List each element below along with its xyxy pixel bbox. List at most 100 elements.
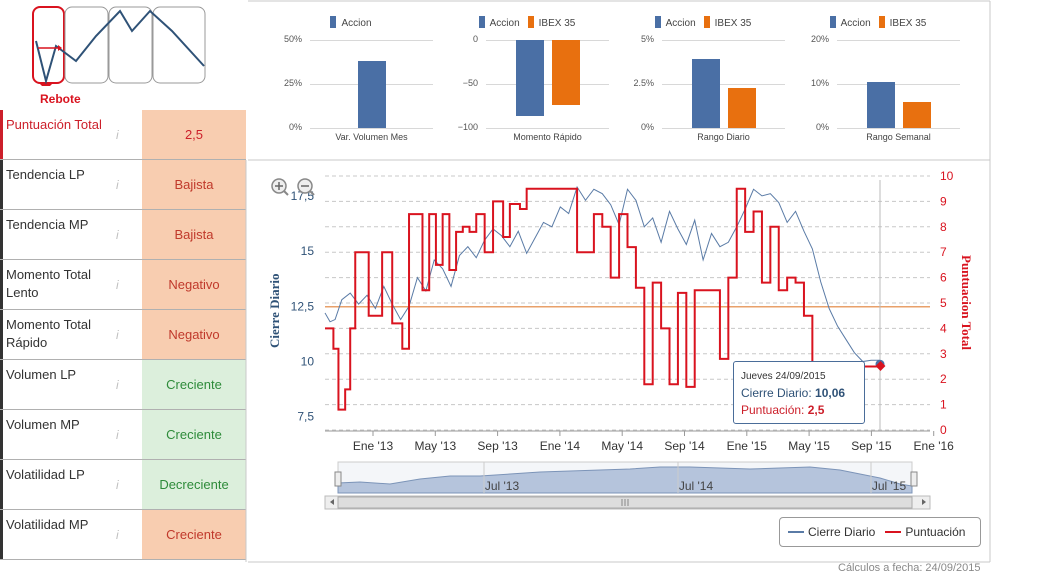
mini-legend-item[interactable]: IBEX 35 [703, 16, 751, 29]
right-axis-tick: 1 [940, 398, 947, 412]
x-tick-label: May '13 [414, 439, 456, 453]
score-row: Tendencia LP i Bajista [0, 160, 246, 210]
score-row-label: Momento Total Lento [0, 260, 105, 309]
scroll-left-arrow[interactable] [330, 499, 334, 505]
puntuacion-point-marker[interactable] [875, 361, 886, 371]
mini-bar-chart: Accion IBEX 35 0 −50 −100 Momento Rápido [434, 8, 620, 148]
right-axis-tick: 5 [940, 296, 947, 310]
legend-item-puntuacion[interactable]: Puntuación [885, 525, 965, 539]
mini-tick-label: 0 [472, 34, 478, 44]
mini-bar[interactable] [691, 59, 720, 128]
score-row: Volumen LP i Creciente [0, 360, 246, 410]
mini-gridline [837, 40, 960, 41]
mini-legend-item[interactable]: IBEX 35 [878, 16, 926, 29]
x-tick-label: Ene '15 [727, 439, 768, 453]
right-axis-tick: 10 [940, 169, 954, 183]
mini-legend-item[interactable]: Accion [654, 16, 696, 29]
legend-item-cierre[interactable]: Cierre Diario [788, 525, 875, 539]
tooltip-series2-value: 2,5 [807, 403, 825, 417]
puntuacion-line [325, 187, 880, 411]
info-icon[interactable]: i [116, 428, 119, 442]
x-tick-label: May '15 [788, 439, 830, 453]
right-axis-tick: 3 [940, 347, 947, 361]
score-row-label: Volumen LP [0, 360, 105, 409]
mini-gridline [662, 84, 785, 85]
info-icon[interactable]: i [116, 128, 119, 142]
rebote-logo: Rebote [32, 6, 208, 106]
navigator-handle-right[interactable] [910, 471, 918, 487]
navigator-tick-label: Jul '13 [485, 479, 520, 493]
score-row-value: Bajista [142, 210, 246, 259]
left-axis-tick: 15 [301, 244, 315, 258]
score-row: Puntuación Total i 2,5 [0, 110, 246, 160]
mini-gridline [486, 128, 609, 129]
mini-bar[interactable] [515, 40, 544, 116]
score-row: Tendencia MP i Bajista [0, 210, 246, 260]
mini-legend-item[interactable]: Accion [478, 16, 520, 29]
mini-chart-title: Momento Rápido [513, 132, 582, 142]
mini-bar[interactable] [357, 61, 386, 128]
right-axis-tick: 9 [940, 194, 947, 208]
mini-bar[interactable] [551, 40, 580, 106]
mini-legend-item[interactable]: IBEX 35 [527, 16, 575, 29]
x-tick-label: Ene '14 [540, 439, 581, 453]
score-row-label: Tendencia LP [0, 160, 105, 209]
score-row-label: Volumen MP [0, 410, 105, 459]
mini-tick-label: −100 [457, 122, 478, 132]
tooltip-series1-value: 10,06 [815, 386, 846, 400]
mini-chart-legend: Accion IBEX 35 [785, 16, 971, 29]
calc-date-note: Cálculos a fecha: 24/09/2015 [838, 562, 981, 574]
mini-bar[interactable] [866, 81, 895, 128]
x-tick-label: Sep '15 [851, 439, 892, 453]
mini-gridline [662, 128, 785, 129]
score-row-value: Negativo [142, 310, 246, 359]
mini-bar[interactable] [902, 101, 931, 128]
score-row-value: Creciente [142, 510, 246, 559]
score-row: Volatilidad LP i Decreciente [0, 460, 246, 510]
right-axis-label: Puntuacion Total [959, 255, 974, 350]
mini-gridline [837, 128, 960, 129]
mini-gridline [310, 128, 433, 129]
mini-tick-label: 0% [815, 122, 829, 132]
navigator-handle-left[interactable] [334, 471, 342, 487]
score-row-label: Tendencia MP [0, 210, 105, 259]
mini-chart-title: Var. Volumen Mes [335, 132, 408, 142]
mini-tick-label: 20% [810, 34, 829, 44]
chart-legend[interactable]: Cierre Diario Puntuación [779, 517, 981, 547]
info-icon[interactable]: i [116, 178, 119, 192]
scroll-right-arrow[interactable] [922, 499, 926, 505]
info-icon[interactable]: i [116, 478, 119, 492]
right-axis-tick: 6 [940, 271, 947, 285]
x-tick-label: Ene '13 [353, 439, 394, 453]
score-row-value: Creciente [142, 360, 246, 409]
x-tick-label: Sep '13 [477, 439, 518, 453]
mini-tick-label: 2.5% [633, 78, 654, 88]
mini-bar-chart: Accion IBEX 35 5% 2.5% 0% Rango Diario [610, 8, 796, 148]
score-row-value: Decreciente [142, 460, 246, 509]
left-axis-label: Cierre Diario [267, 274, 282, 348]
mini-chart-title: Rango Diario [697, 132, 750, 142]
mini-legend-item[interactable]: Accion [330, 16, 372, 29]
info-icon[interactable]: i [116, 278, 119, 292]
info-icon[interactable]: i [116, 228, 119, 242]
tooltip-series2-label: Puntuación: [741, 403, 805, 417]
info-icon[interactable]: i [116, 528, 119, 542]
x-tick-label: Sep '14 [664, 439, 705, 453]
score-row-label: Volatilidad LP [0, 460, 105, 509]
mini-legend-item[interactable]: Accion [829, 16, 871, 29]
right-axis-tick: 8 [940, 220, 947, 234]
info-icon[interactable]: i [116, 378, 119, 392]
info-icon[interactable]: i [116, 328, 119, 342]
score-row: Momento Total Lento i Negativo [0, 260, 246, 310]
left-axis-tick: 12,5 [291, 299, 315, 313]
score-row: Volumen MP i Creciente [0, 410, 246, 460]
right-axis-tick: 0 [940, 423, 947, 437]
mini-chart-title: Rango Semanal [866, 132, 931, 142]
navigator-series [337, 466, 913, 494]
score-row-label: Momento Total Rápido [0, 310, 105, 359]
score-row-value: Negativo [142, 260, 246, 309]
mini-bar[interactable] [727, 87, 756, 128]
tooltip-date: Jueves 24/09/2015 [741, 371, 826, 382]
right-axis-tick: 4 [940, 321, 947, 335]
